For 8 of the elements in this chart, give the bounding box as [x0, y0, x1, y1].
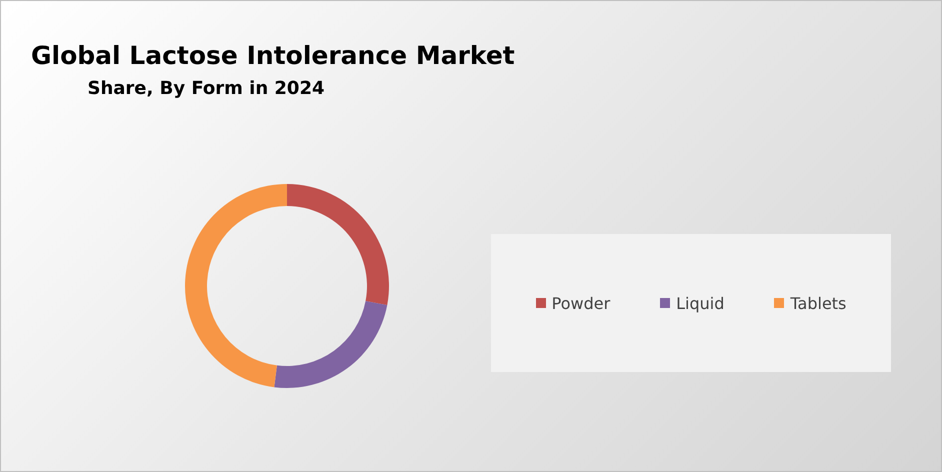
legend-label: Liquid — [676, 294, 724, 312]
donut-slice — [287, 184, 389, 306]
donut-slice — [274, 300, 388, 388]
legend-label: Tablets — [790, 294, 846, 312]
chart-subtitle: Share, By Form in 2024 — [86, 78, 326, 99]
legend-label: Powder — [552, 294, 610, 312]
donut-slice — [185, 184, 287, 388]
chart-title: Global Lactose Intolerance Market — [30, 41, 516, 70]
